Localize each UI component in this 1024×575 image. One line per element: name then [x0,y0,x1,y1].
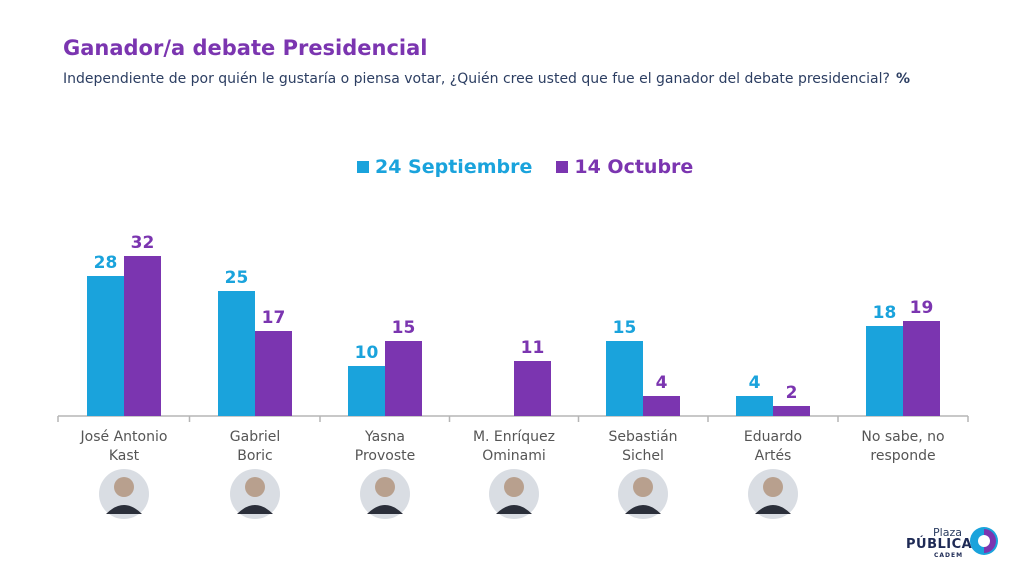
data-label-1-7: 18 [873,303,897,323]
brand-logo: Plaza PÚBLICA CADEM [898,526,1002,560]
legend-swatch-series-2 [556,161,569,173]
data-label-1-3: 10 [355,343,379,363]
logo-text-plaza: Plaza [933,526,962,539]
category-label-2-line-1: Gabriel [230,429,280,445]
bar-1-1 [87,276,124,416]
category-label-4-line-1: M. Enríquez [473,429,555,445]
category-label-1-line-1: José Antonio [80,429,168,445]
bar-2-4 [514,361,551,416]
category-label-4-line-2: Ominami [482,448,546,464]
candidate-avatar-head-4 [504,477,524,497]
data-label-1-2: 25 [225,268,249,288]
candidate-avatar-head-2 [245,477,265,497]
data-label-2-3: 15 [392,318,416,338]
candidate-avatar-body-6 [755,505,791,514]
candidate-avatar-head-6 [763,477,783,497]
category-label-2-line-2: Boric [237,448,273,464]
legend-label-series-1: 24 Septiembre [375,156,533,178]
candidate-avatar-body-3 [367,505,403,514]
data-label-2-6: 2 [786,383,798,403]
logo-mark-icon [970,527,998,555]
logo-text-cadem: CADEM [934,552,964,559]
legend-label-series-2: 14 Octubre [574,156,694,178]
category-label-3-line-1: Yasna [364,429,405,445]
data-label-2-1: 32 [131,233,155,253]
candidate-avatar-body-5 [625,505,661,514]
category-label-6-line-1: Eduardo [744,429,802,445]
category-label-1-line-2: Kast [109,448,140,464]
candidate-avatar-head-5 [633,477,653,497]
bar-1-6 [736,396,773,416]
legend-item-series-2: 14 Octubre [556,156,693,178]
bar-2-2 [255,331,292,416]
bar-1-7 [866,326,903,416]
category-label-5-line-2: Sichel [622,448,664,464]
category-label-7-line-1: No sabe, no [861,429,944,445]
subtitle-question: Independiente de por quién le gustaría o… [63,71,890,87]
data-label-1-6: 4 [749,373,761,393]
category-label-6-line-2: Artés [755,448,792,464]
bar-1-2 [218,291,255,416]
category-label-3-line-2: Provoste [355,448,415,464]
candidate-avatar-body-2 [237,505,273,514]
data-label-2-7: 19 [910,298,934,318]
page-subtitle: Independiente de por quién le gustaría o… [63,71,910,87]
page-title: Ganador/a debate Presidencial [63,36,428,60]
legend-item-series-1: 24 Septiembre [357,156,532,178]
bar-2-1 [124,256,161,416]
logo-text-publica: PÚBLICA [906,537,973,552]
bar-1-3 [348,366,385,416]
bar-2-3 [385,341,422,416]
category-label-5-line-1: Sebastián [608,429,677,445]
candidate-avatar-body-4 [496,505,532,514]
bar-2-5 [643,396,680,416]
candidate-avatar-head-3 [375,477,395,497]
data-label-2-5: 4 [656,373,668,393]
chart-legend: 24 Septiembre 14 Octubre [357,155,693,179]
data-label-1-5: 15 [613,318,637,338]
bar-2-7 [903,321,940,416]
bar-1-5 [606,341,643,416]
subtitle-unit: % [895,71,910,87]
category-label-7-line-2: responde [870,448,935,464]
candidate-avatar-head-1 [114,477,134,497]
data-label-1-1: 28 [94,253,118,273]
data-label-2-4: 11 [521,338,545,358]
data-label-2-2: 17 [262,308,286,328]
legend-swatch-series-1 [357,161,369,173]
candidate-avatar-body-1 [106,505,142,514]
bar-2-6 [773,406,810,416]
